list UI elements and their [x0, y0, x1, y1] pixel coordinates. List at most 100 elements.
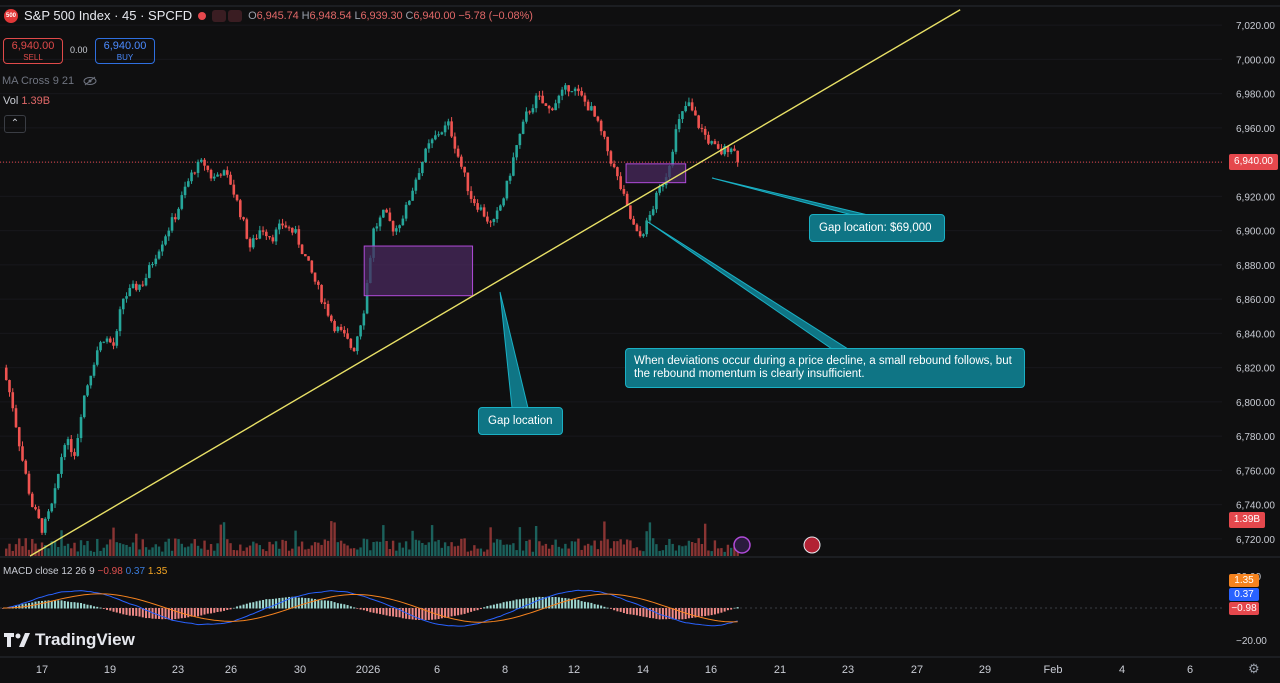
macd-histogram-bar [83, 603, 86, 609]
volume-bar [294, 530, 297, 556]
sell-button[interactable]: 6,940.00 SELL [3, 38, 63, 64]
macd-histogram-bar [41, 600, 44, 609]
macd-histogram-bar [310, 598, 313, 609]
macd-value-tag: 0.37 [1229, 588, 1259, 601]
volume-bar [141, 539, 144, 556]
symbol-title[interactable]: S&P 500 Index · 45 · SPCFD [24, 8, 193, 23]
ma-cross-legend[interactable]: MA Cross 9 21 [2, 75, 97, 87]
volume-bar [258, 545, 262, 556]
macd-histogram-bar [333, 602, 336, 609]
header-mini-buttons[interactable] [212, 9, 243, 22]
volume-bar [242, 550, 245, 556]
candle-body [11, 392, 15, 409]
volume-bar [505, 544, 509, 556]
macd-histogram-bar [570, 599, 573, 609]
volume-bar [476, 548, 479, 556]
y-tick-label: 6,920.00 [1236, 192, 1275, 203]
volume-bar [538, 541, 541, 556]
candle-body [193, 172, 197, 174]
candle-body [606, 136, 609, 152]
macd-histogram-bar [93, 606, 96, 609]
buy-button[interactable]: 6,940.00 BUY [95, 38, 155, 64]
volume-bar [635, 547, 639, 556]
candle-body [479, 207, 483, 210]
macd-histogram-bar [213, 608, 216, 613]
macd-histogram-bar [483, 607, 486, 609]
volume-bar [622, 544, 626, 556]
candle-body [590, 106, 593, 111]
candle-body [404, 204, 408, 219]
macd-histogram-bar [379, 608, 382, 615]
candle-body [203, 159, 206, 166]
macd-histogram-bar [645, 608, 648, 618]
volume-bar [684, 545, 687, 556]
volume-bar [463, 538, 466, 556]
macd-histogram-bar [551, 597, 554, 609]
candle-body [612, 163, 616, 168]
macd-histogram-bar [80, 603, 83, 609]
candle-body [684, 105, 687, 112]
macd-histogram-bar [106, 608, 109, 610]
candle-body [8, 380, 11, 393]
y-tick-label: 6,960.00 [1236, 124, 1275, 135]
macd-histogram-bar [349, 606, 352, 609]
candle-body [245, 219, 249, 239]
macd-histogram-bar [187, 608, 190, 618]
volume-bar [603, 521, 606, 556]
volume-bar [190, 543, 193, 556]
macd-histogram-bar [479, 608, 482, 610]
eye-hidden-icon[interactable] [83, 76, 97, 86]
macd-histogram-bar [538, 596, 541, 609]
x-tick-label: 6 [434, 664, 440, 676]
candle-body [320, 284, 323, 303]
macd-histogram-bar [622, 608, 625, 614]
tradingview-logo[interactable]: TradingView [4, 630, 135, 650]
volume-bar [112, 527, 115, 556]
volume-bar [456, 545, 460, 556]
volume-bar [502, 544, 505, 556]
macd-histogram-bar [154, 608, 157, 619]
volume-bar [154, 544, 157, 556]
candle-body [469, 191, 473, 199]
candle-body [164, 236, 167, 245]
y-tick-label: 6,980.00 [1236, 90, 1275, 101]
macd-histogram-bar [210, 608, 213, 614]
candle-body [661, 185, 665, 187]
settings-gear-icon[interactable]: ⚙ [1248, 661, 1260, 676]
macd-histogram-bar [450, 608, 453, 617]
annotation-callout[interactable]: Gap location: $69,000 [809, 214, 945, 242]
macd-histogram-bar [414, 608, 417, 620]
candle-body [710, 141, 713, 144]
volume-bar [674, 550, 678, 556]
macd-histogram-bar [440, 608, 443, 619]
candle-body [476, 203, 479, 210]
volume-bar [570, 541, 574, 556]
macd-histogram-bar [596, 604, 599, 609]
volume-legend: Vol 1.39B [3, 95, 51, 107]
candle-body [372, 228, 375, 258]
macd-histogram-bar [54, 600, 57, 609]
volume-bar [479, 548, 483, 556]
annotation-callout[interactable]: When deviations occur during a price dec… [625, 348, 1025, 388]
macd-histogram-bar [343, 604, 346, 609]
chevron-up-icon[interactable]: ⌃ [4, 115, 26, 133]
volume-bar [486, 549, 489, 556]
volume-bar [466, 551, 470, 556]
macd-histogram-bar [587, 602, 590, 609]
volume-bar [79, 540, 83, 556]
annotation-callout[interactable]: Gap location [478, 407, 563, 435]
macd-histogram-bar [574, 599, 577, 609]
volume-bar [320, 544, 323, 556]
sp500-logo: 500 [4, 8, 18, 23]
macd-histogram-bar [395, 608, 398, 617]
lightning-event-icon [733, 536, 751, 554]
candle-body [531, 108, 535, 113]
volume-bar [388, 549, 392, 556]
x-tick-label: 2026 [356, 664, 380, 676]
candle-body [173, 217, 177, 220]
candle-body [326, 303, 330, 316]
volume-bar [271, 544, 275, 556]
candle-body [170, 217, 174, 231]
volume-bar [86, 540, 89, 556]
